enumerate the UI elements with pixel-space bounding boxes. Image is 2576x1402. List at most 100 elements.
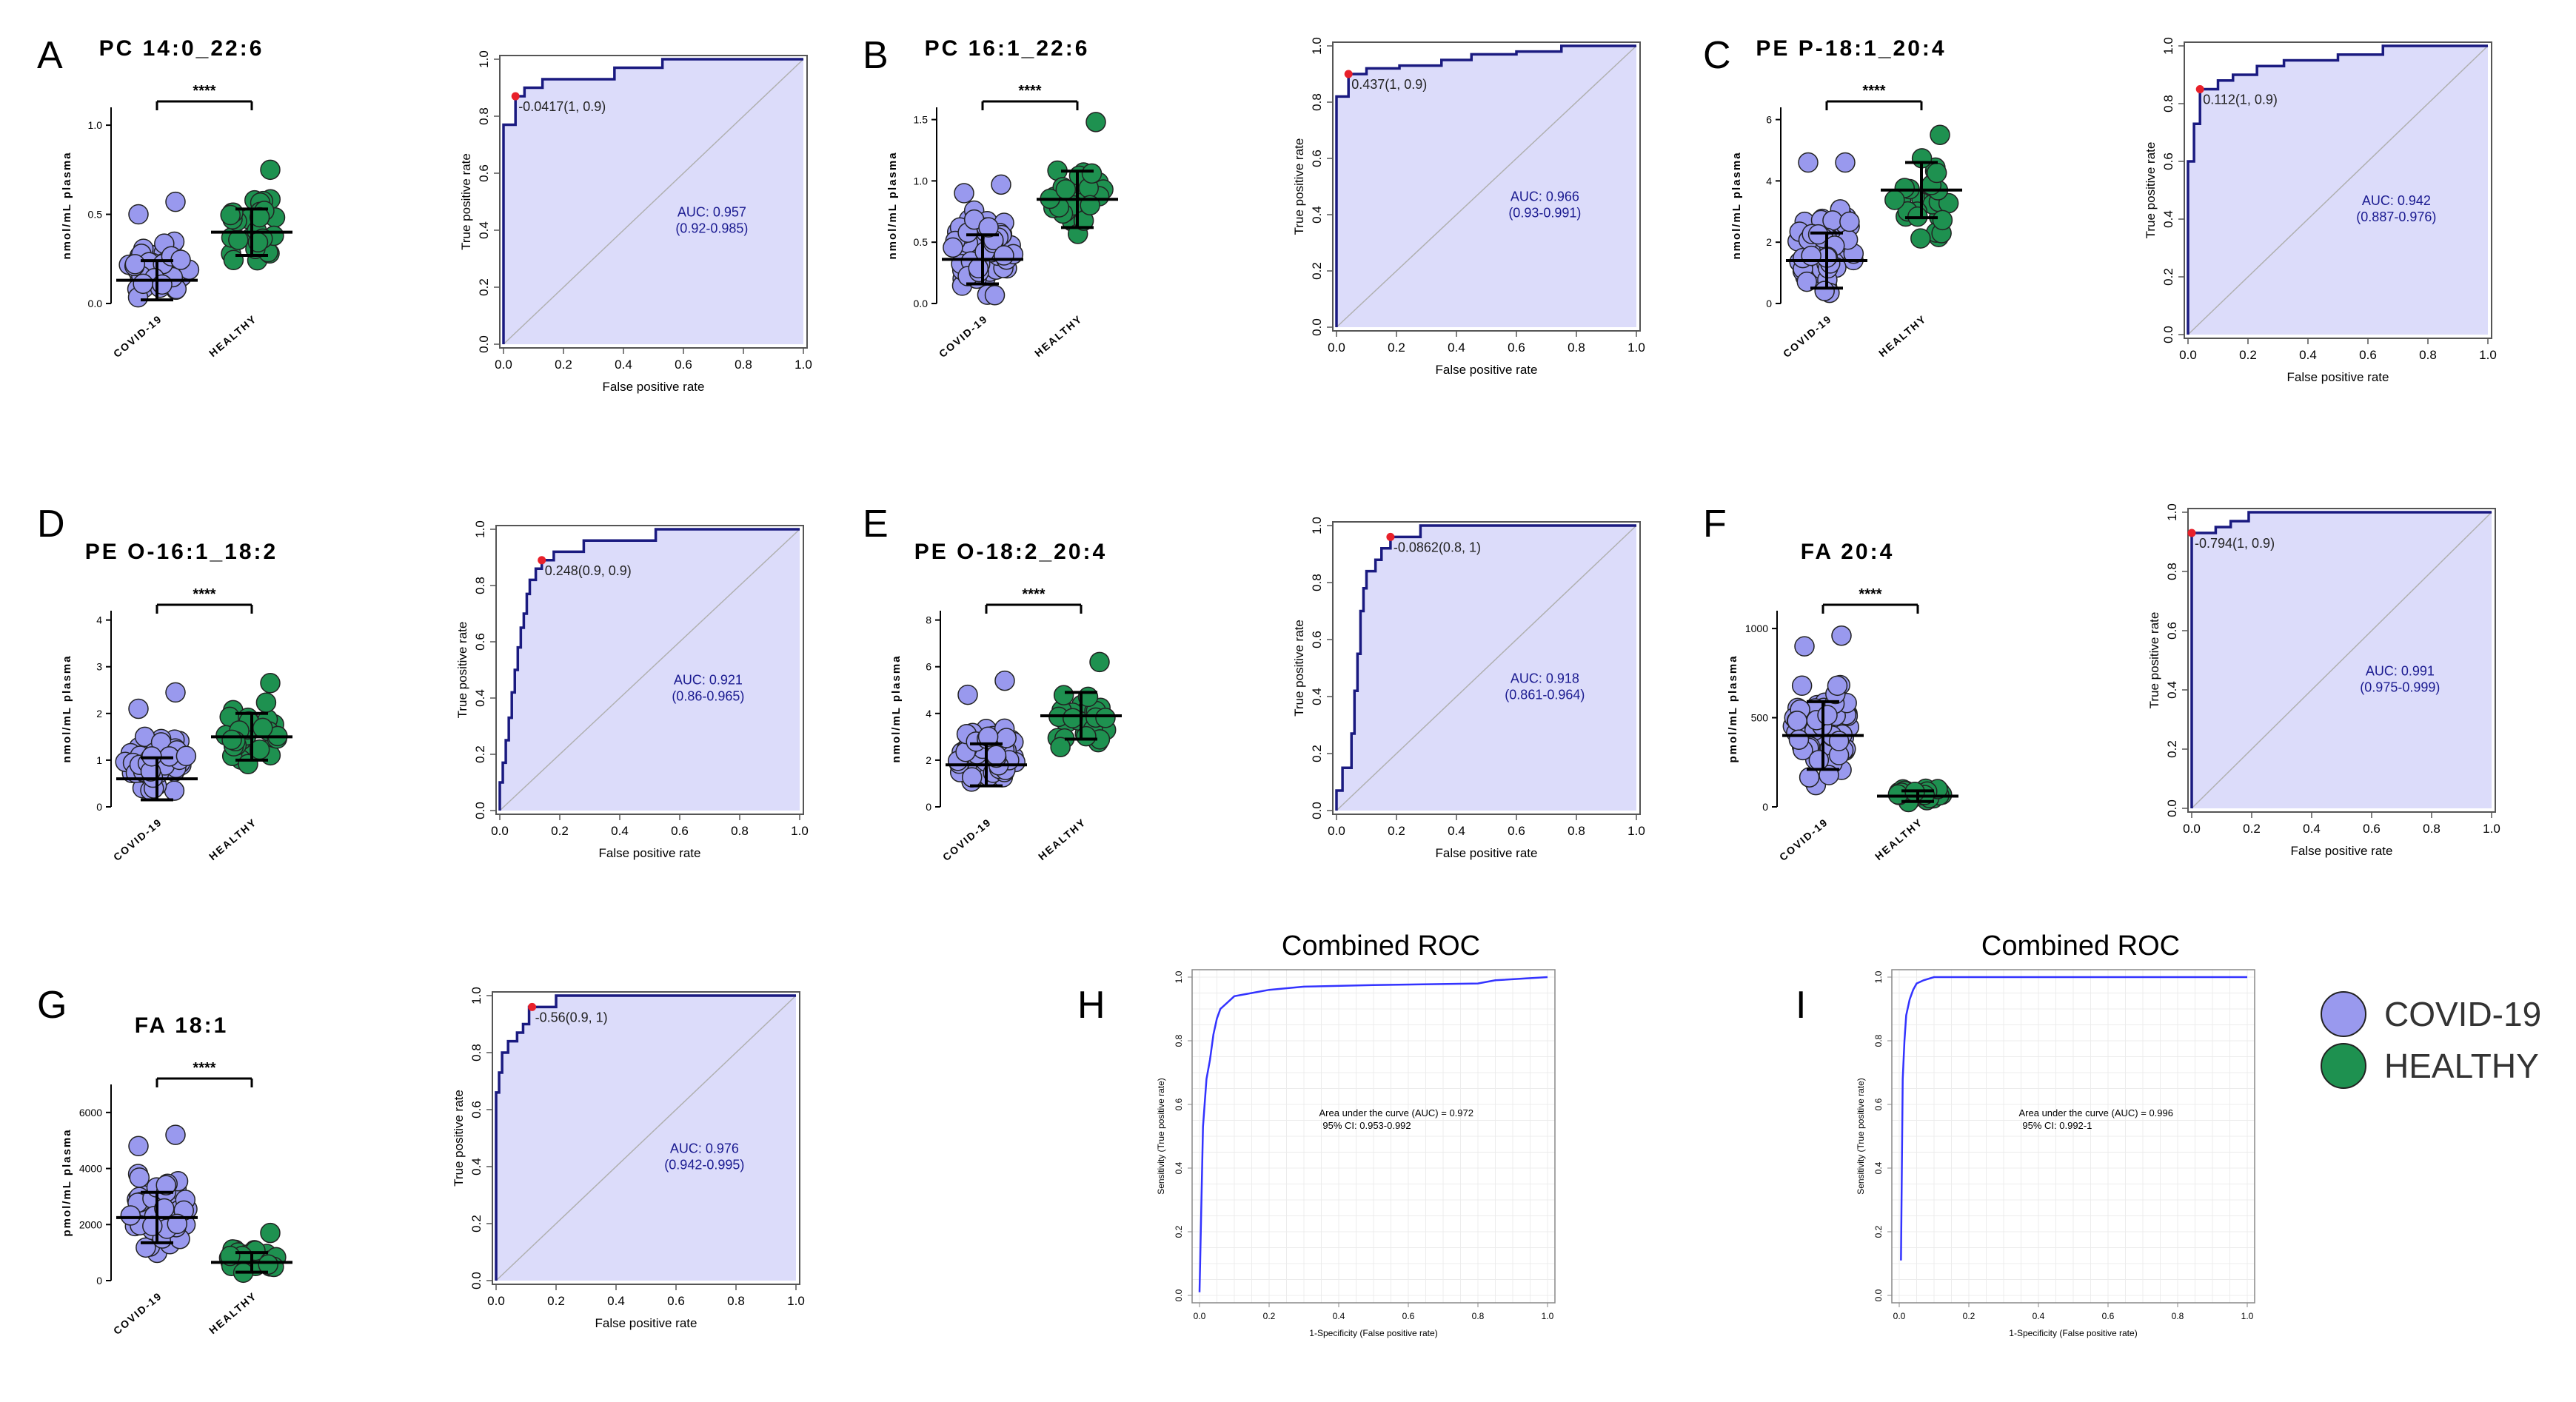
- y-axis-label: nmol/mL plasma: [1730, 151, 1743, 259]
- y-tick-label: 0.6: [469, 1101, 484, 1118]
- y-tick-label: 0.8: [2161, 95, 2175, 113]
- roc-plot-a: 0.0 0.2 0.4 0.6 0.8 1.0 0.0 0.2 0.4 0.6 0.8 1.0 Fals…: [459, 50, 812, 394]
- legend-marker: [2321, 1043, 2366, 1089]
- y-tick-label: 4000: [79, 1163, 102, 1175]
- group-healthy: [1037, 112, 1118, 244]
- roc-curve: [1335, 524, 1636, 811]
- panel-letter-b: B: [863, 34, 889, 77]
- optimal-point-label: -0.0417(1, 0.9): [518, 99, 606, 114]
- data-point: [170, 249, 191, 270]
- x-tick-label: HEALTHY: [207, 816, 259, 862]
- y-tick-label: 6: [926, 661, 931, 673]
- y-tick-label: 0.8: [469, 1044, 484, 1061]
- data-point: [1884, 189, 1905, 210]
- combined-roc-title: Combined ROC: [1981, 930, 2180, 962]
- x-tick-label: HEALTHY: [207, 312, 259, 359]
- optimal-point-label: 0.437(1, 0.9): [1351, 77, 1427, 92]
- data-point: [1930, 124, 1950, 146]
- y-tick-label: 1.0: [477, 50, 491, 68]
- x-tick-label: 0.8: [2172, 1311, 2184, 1321]
- y-tick-label: 1.0: [1174, 970, 1184, 983]
- diagonal-line: [503, 58, 804, 345]
- auc-ci-label: (0.92-0.985): [675, 221, 748, 235]
- x-tick-label: HEALTHY: [1032, 312, 1085, 359]
- data-point: [155, 1175, 176, 1195]
- auc-annotation: Area under the curve (AUC) = 0.996: [2019, 1107, 2173, 1118]
- x-tick-label: 0.6: [2359, 348, 2377, 362]
- y-tick-label: 0.0: [469, 1272, 484, 1289]
- y-tick-label: 0.4: [1174, 1161, 1184, 1174]
- scatter-title: PE O-16:1_18:2: [85, 540, 278, 564]
- diagonal-line: [495, 995, 797, 1281]
- y-axis-label: nmol/mL plasma: [61, 654, 73, 762]
- x-tick-label: 0.2: [1963, 1311, 1976, 1321]
- data-point: [133, 273, 153, 295]
- y-tick-label: 0.4: [2161, 210, 2175, 228]
- y-tick-label: 6: [1766, 114, 1772, 126]
- x-tick-label: 0.4: [1333, 1311, 1345, 1321]
- y-tick-label: 0.0: [1873, 1289, 1884, 1301]
- significance-label: ****: [1018, 83, 1041, 99]
- y-tick-label: 0.4: [1873, 1161, 1884, 1174]
- data-point: [957, 684, 978, 705]
- scatter-title: PE O-18:2_20:4: [914, 540, 1107, 564]
- group-covid-19: [942, 174, 1024, 306]
- data-point: [223, 249, 244, 271]
- data-point: [1095, 708, 1116, 728]
- y-tick-label: 0.5: [914, 236, 929, 248]
- x-tick-label: 1.0: [1542, 1311, 1554, 1321]
- legend-marker: [2321, 991, 2366, 1037]
- x-tick-label: 0.0: [1893, 1311, 1906, 1321]
- group-covid-19: [1786, 152, 1867, 303]
- x-tick-label: 0.2: [551, 824, 569, 838]
- scatter-title: PE P-18:1_20:4: [1756, 36, 1946, 61]
- group-covid-19: [116, 191, 200, 308]
- diagonal-line: [2191, 512, 2492, 809]
- panel-letter-e: E: [863, 503, 889, 546]
- x-axis-label: False positive rate: [2291, 844, 2393, 858]
- y-tick-label: 0: [926, 801, 931, 813]
- x-tick-label: 0.8: [1568, 824, 1585, 838]
- x-tick-label: 0.4: [607, 1294, 625, 1308]
- x-tick-label: COVID-19: [1777, 816, 1830, 863]
- combined-roc-h: Combined ROC 0.0 0.2 0.4 0.6 0.8 1.0 0.0 0.2 0.4 0…: [1156, 930, 1556, 1338]
- data-point: [152, 274, 173, 295]
- scatter-plot-e: PE O-18:2_20:4 0 2 4 6 8 nmol/mL plasma COVID-1…: [890, 540, 1122, 863]
- panel-letter-a: A: [37, 34, 63, 77]
- auc-ci-label: (0.93-0.991): [1508, 206, 1581, 221]
- x-tick-label: 0.8: [2423, 822, 2440, 836]
- y-tick-label: 500: [1751, 712, 1769, 724]
- group-healthy: [211, 1222, 292, 1284]
- x-tick-label: 0.0: [2183, 822, 2201, 836]
- y-tick-label: 0: [96, 801, 102, 813]
- panel-letter-i: I: [1796, 984, 1806, 1027]
- y-tick-label: 0.6: [1174, 1098, 1184, 1110]
- data-point: [164, 780, 185, 801]
- roc-curve: [502, 58, 803, 344]
- data-point: [252, 717, 273, 739]
- y-tick-label: 1000: [1745, 623, 1768, 634]
- y-tick-label: 1: [96, 754, 102, 766]
- y-tick-label: 1.0: [1310, 517, 1324, 534]
- y-tick-label: 8: [926, 614, 931, 626]
- y-tick-label: 0.0: [477, 335, 491, 353]
- x-tick-label: 0.4: [1448, 824, 1465, 838]
- optimal-point-label: 0.248(0.9, 0.9): [545, 563, 632, 578]
- y-tick-label: 0.2: [1310, 262, 1324, 280]
- group-covid-19: [1782, 625, 1864, 796]
- y-tick-label: 0.2: [2165, 740, 2179, 758]
- data-point: [1801, 245, 1821, 266]
- x-tick-label: COVID-19: [937, 312, 990, 360]
- plot-frame: [495, 525, 804, 815]
- y-tick-label: 2000: [79, 1218, 102, 1230]
- x-tick-label: 0.6: [1508, 824, 1525, 838]
- x-tick-label: 0.0: [2179, 348, 2197, 362]
- auc-ci-label: (0.975-0.999): [2360, 680, 2440, 695]
- scatter-title: PC 16:1_22:6: [925, 36, 1090, 61]
- plot-frame: [499, 55, 808, 349]
- x-tick-label: 0.6: [2102, 1311, 2115, 1321]
- data-point: [984, 285, 1006, 306]
- y-tick-label: 0.6: [2165, 622, 2179, 640]
- plot-frame: [1332, 521, 1641, 815]
- diagonal-line: [499, 529, 800, 811]
